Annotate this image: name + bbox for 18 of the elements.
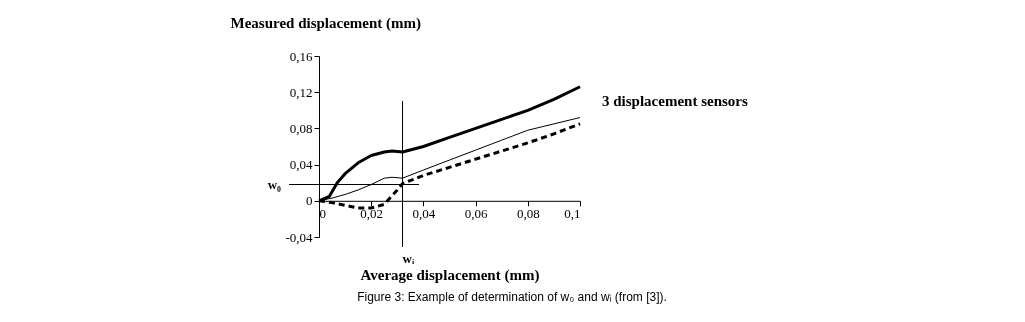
ref-line-label: wᵢ [402,251,415,266]
x-tick-label: 0,02 [360,206,384,222]
x-tick-label: 0,08 [516,206,540,222]
x-tick-label: 0,04 [412,206,436,222]
y-tick-label: 0,04 [289,157,313,173]
x-tick-label: 0,06 [464,206,488,222]
y-tick-label: 0,16 [289,48,313,64]
y-tick-label: 0,08 [289,120,313,136]
text: 3 displacement sensors [602,93,748,109]
y-tick-label: 0,12 [289,84,313,100]
x-axis-title: Average displacement (mm) [360,266,540,284]
ref-line-label: w₀ [267,176,282,192]
y-axis-title: Measured displacement (mm) [230,14,422,32]
y-tick-label: 0 [306,193,313,209]
x-tick-label: 0,1 [564,206,581,222]
y-tick-label: -0,04 [285,229,313,245]
caption: Figure 3: Example of determination of w₀ and wᵢ (from [3]). [357,290,667,304]
x-tick-label: 0 [319,206,326,222]
